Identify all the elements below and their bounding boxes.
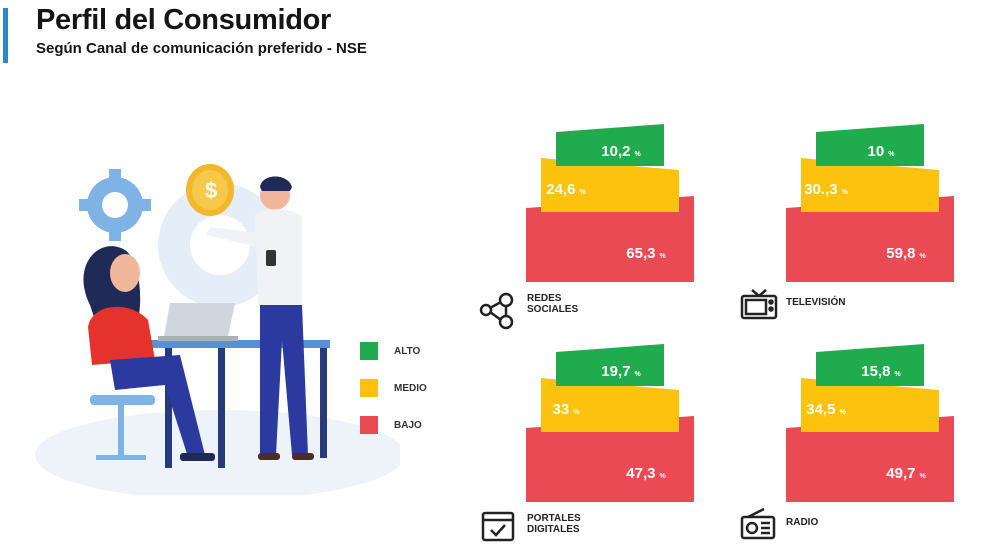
tv-icon	[740, 289, 778, 320]
percent-sign: %	[659, 253, 666, 260]
chart-portales-digitales: 19,7% 33% 47,3%	[526, 340, 766, 540]
percent-sign: %	[579, 189, 586, 196]
legend-swatch-alto	[360, 342, 378, 360]
bar-alto	[556, 344, 664, 386]
coin-icon: $	[186, 164, 234, 216]
bar-bajo	[526, 416, 694, 502]
percent-sign: %	[888, 151, 895, 158]
bar-bajo	[526, 196, 694, 282]
page-title: Perfil del Consumidor	[36, 4, 332, 36]
bars-radio: 15,8 %34,5 %49,7%	[786, 344, 954, 502]
percent-sign: %	[919, 473, 926, 480]
bar-medio	[541, 158, 679, 212]
channel-label-television: TELEVISIÓN	[786, 297, 845, 308]
channel-label-line1: RADIO	[786, 517, 819, 528]
channel-label-line2: DIGITALES	[527, 524, 580, 535]
radio-icon	[740, 507, 776, 540]
gear-icon	[79, 169, 151, 241]
web-portal-icon	[481, 511, 515, 542]
legend-label-bajo: BAJO	[394, 419, 422, 431]
office-illustration: $	[35, 164, 400, 495]
percent-sign: %	[573, 409, 580, 416]
page-subtitle: Según Canal de comunicación preferido - …	[36, 40, 367, 57]
legend-item-medio: MEDIO	[360, 379, 427, 397]
bar-medio	[801, 378, 939, 432]
bar-alto	[556, 124, 664, 166]
percent-sign: %	[634, 371, 641, 378]
bar-bajo	[786, 196, 954, 282]
bar-bajo	[786, 416, 954, 502]
percent-sign: %	[919, 253, 926, 260]
legend-swatch-medio	[360, 379, 378, 397]
percent-sign: %	[634, 151, 641, 158]
large-gear-icon	[158, 183, 282, 307]
title-accent-bar	[3, 8, 8, 63]
channel-label-radio: RADIO	[786, 517, 818, 528]
value-label-medio: 30.,3%	[804, 181, 848, 198]
bar-alto	[816, 124, 924, 166]
channel-label-line1: TELEVISIÓN	[786, 297, 846, 308]
legend-item-bajo: BAJO	[360, 416, 422, 434]
svg-text:$: $	[205, 178, 217, 203]
percent-sign: %	[839, 409, 846, 416]
bars-redes-sociales: 10,2 %24,6 %65,3%	[526, 124, 694, 282]
bar-medio	[801, 158, 939, 212]
percent-sign: %	[894, 371, 901, 378]
channel-label-redes-sociales: REDES SOCIALES	[527, 293, 578, 315]
bars-portales-digitales: 19,7 %33 %47,3%	[526, 344, 694, 502]
chart-redes-sociales: 10,2% 24,6% 65,3%	[526, 120, 766, 320]
chart-television: 10% 30.,3% 59,8%	[786, 120, 1000, 320]
bar-medio	[541, 378, 679, 432]
percent-sign: %	[842, 189, 849, 196]
chart-radio: 15,8% 34,5% 49,7%	[786, 340, 1000, 540]
legend-item-alto: ALTO	[360, 342, 420, 360]
legend-label-alto: ALTO	[394, 345, 421, 357]
bar-alto	[816, 344, 924, 386]
legend-swatch-bajo	[360, 416, 378, 434]
bars-television: 10 %30.,3 %59,8%	[786, 124, 954, 282]
percent-sign: %	[659, 473, 666, 480]
channel-label-line1: PORTALES	[527, 513, 581, 524]
channel-label-portales-digitales: PORTALES DIGITALES	[527, 513, 581, 535]
legend-label-medio: MEDIO	[394, 382, 427, 394]
channel-label-line1: REDES	[527, 293, 562, 304]
channel-label-line2: SOCIALES	[527, 304, 579, 315]
network-icon	[479, 292, 514, 330]
